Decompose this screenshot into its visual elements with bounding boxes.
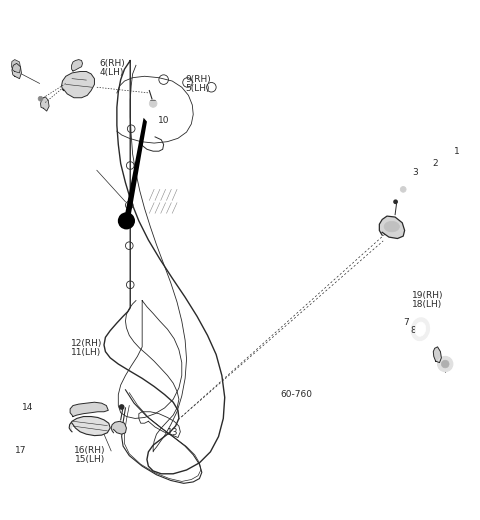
Text: 11(LH): 11(LH) <box>71 347 101 357</box>
Text: 4(LH): 4(LH) <box>99 68 123 77</box>
Circle shape <box>118 212 135 229</box>
Text: 12(RH): 12(RH) <box>71 339 102 347</box>
Polygon shape <box>72 60 83 71</box>
Ellipse shape <box>384 222 399 232</box>
Polygon shape <box>433 347 442 362</box>
Text: 19(RH): 19(RH) <box>412 291 444 300</box>
Circle shape <box>442 360 449 368</box>
Circle shape <box>119 404 124 410</box>
Polygon shape <box>70 402 108 417</box>
Text: 10: 10 <box>158 116 169 125</box>
Text: 17: 17 <box>15 446 26 456</box>
Text: 7: 7 <box>403 318 409 327</box>
Polygon shape <box>69 417 110 436</box>
Polygon shape <box>12 60 21 73</box>
Circle shape <box>400 187 406 192</box>
Polygon shape <box>379 216 405 239</box>
Text: 6(RH): 6(RH) <box>99 59 125 68</box>
Text: 60-760: 60-760 <box>280 390 312 399</box>
Text: 18(LH): 18(LH) <box>412 301 442 309</box>
Circle shape <box>393 199 398 204</box>
Circle shape <box>438 356 453 372</box>
Polygon shape <box>61 71 95 98</box>
Text: 16(RH): 16(RH) <box>74 446 106 456</box>
Text: 2: 2 <box>433 159 438 168</box>
Text: 9(RH): 9(RH) <box>185 75 211 84</box>
Text: 8: 8 <box>410 326 416 335</box>
Text: 14: 14 <box>22 404 33 412</box>
Text: 1: 1 <box>454 147 460 155</box>
Text: 3: 3 <box>413 167 419 177</box>
Circle shape <box>38 96 43 101</box>
Text: 5(LH): 5(LH) <box>185 84 210 93</box>
Ellipse shape <box>415 322 426 336</box>
Polygon shape <box>12 63 22 79</box>
Ellipse shape <box>411 318 430 341</box>
Text: 13: 13 <box>168 428 179 437</box>
Polygon shape <box>40 97 49 111</box>
Text: 15(LH): 15(LH) <box>74 456 105 464</box>
Circle shape <box>149 100 157 107</box>
Polygon shape <box>124 118 147 218</box>
Polygon shape <box>111 421 126 434</box>
